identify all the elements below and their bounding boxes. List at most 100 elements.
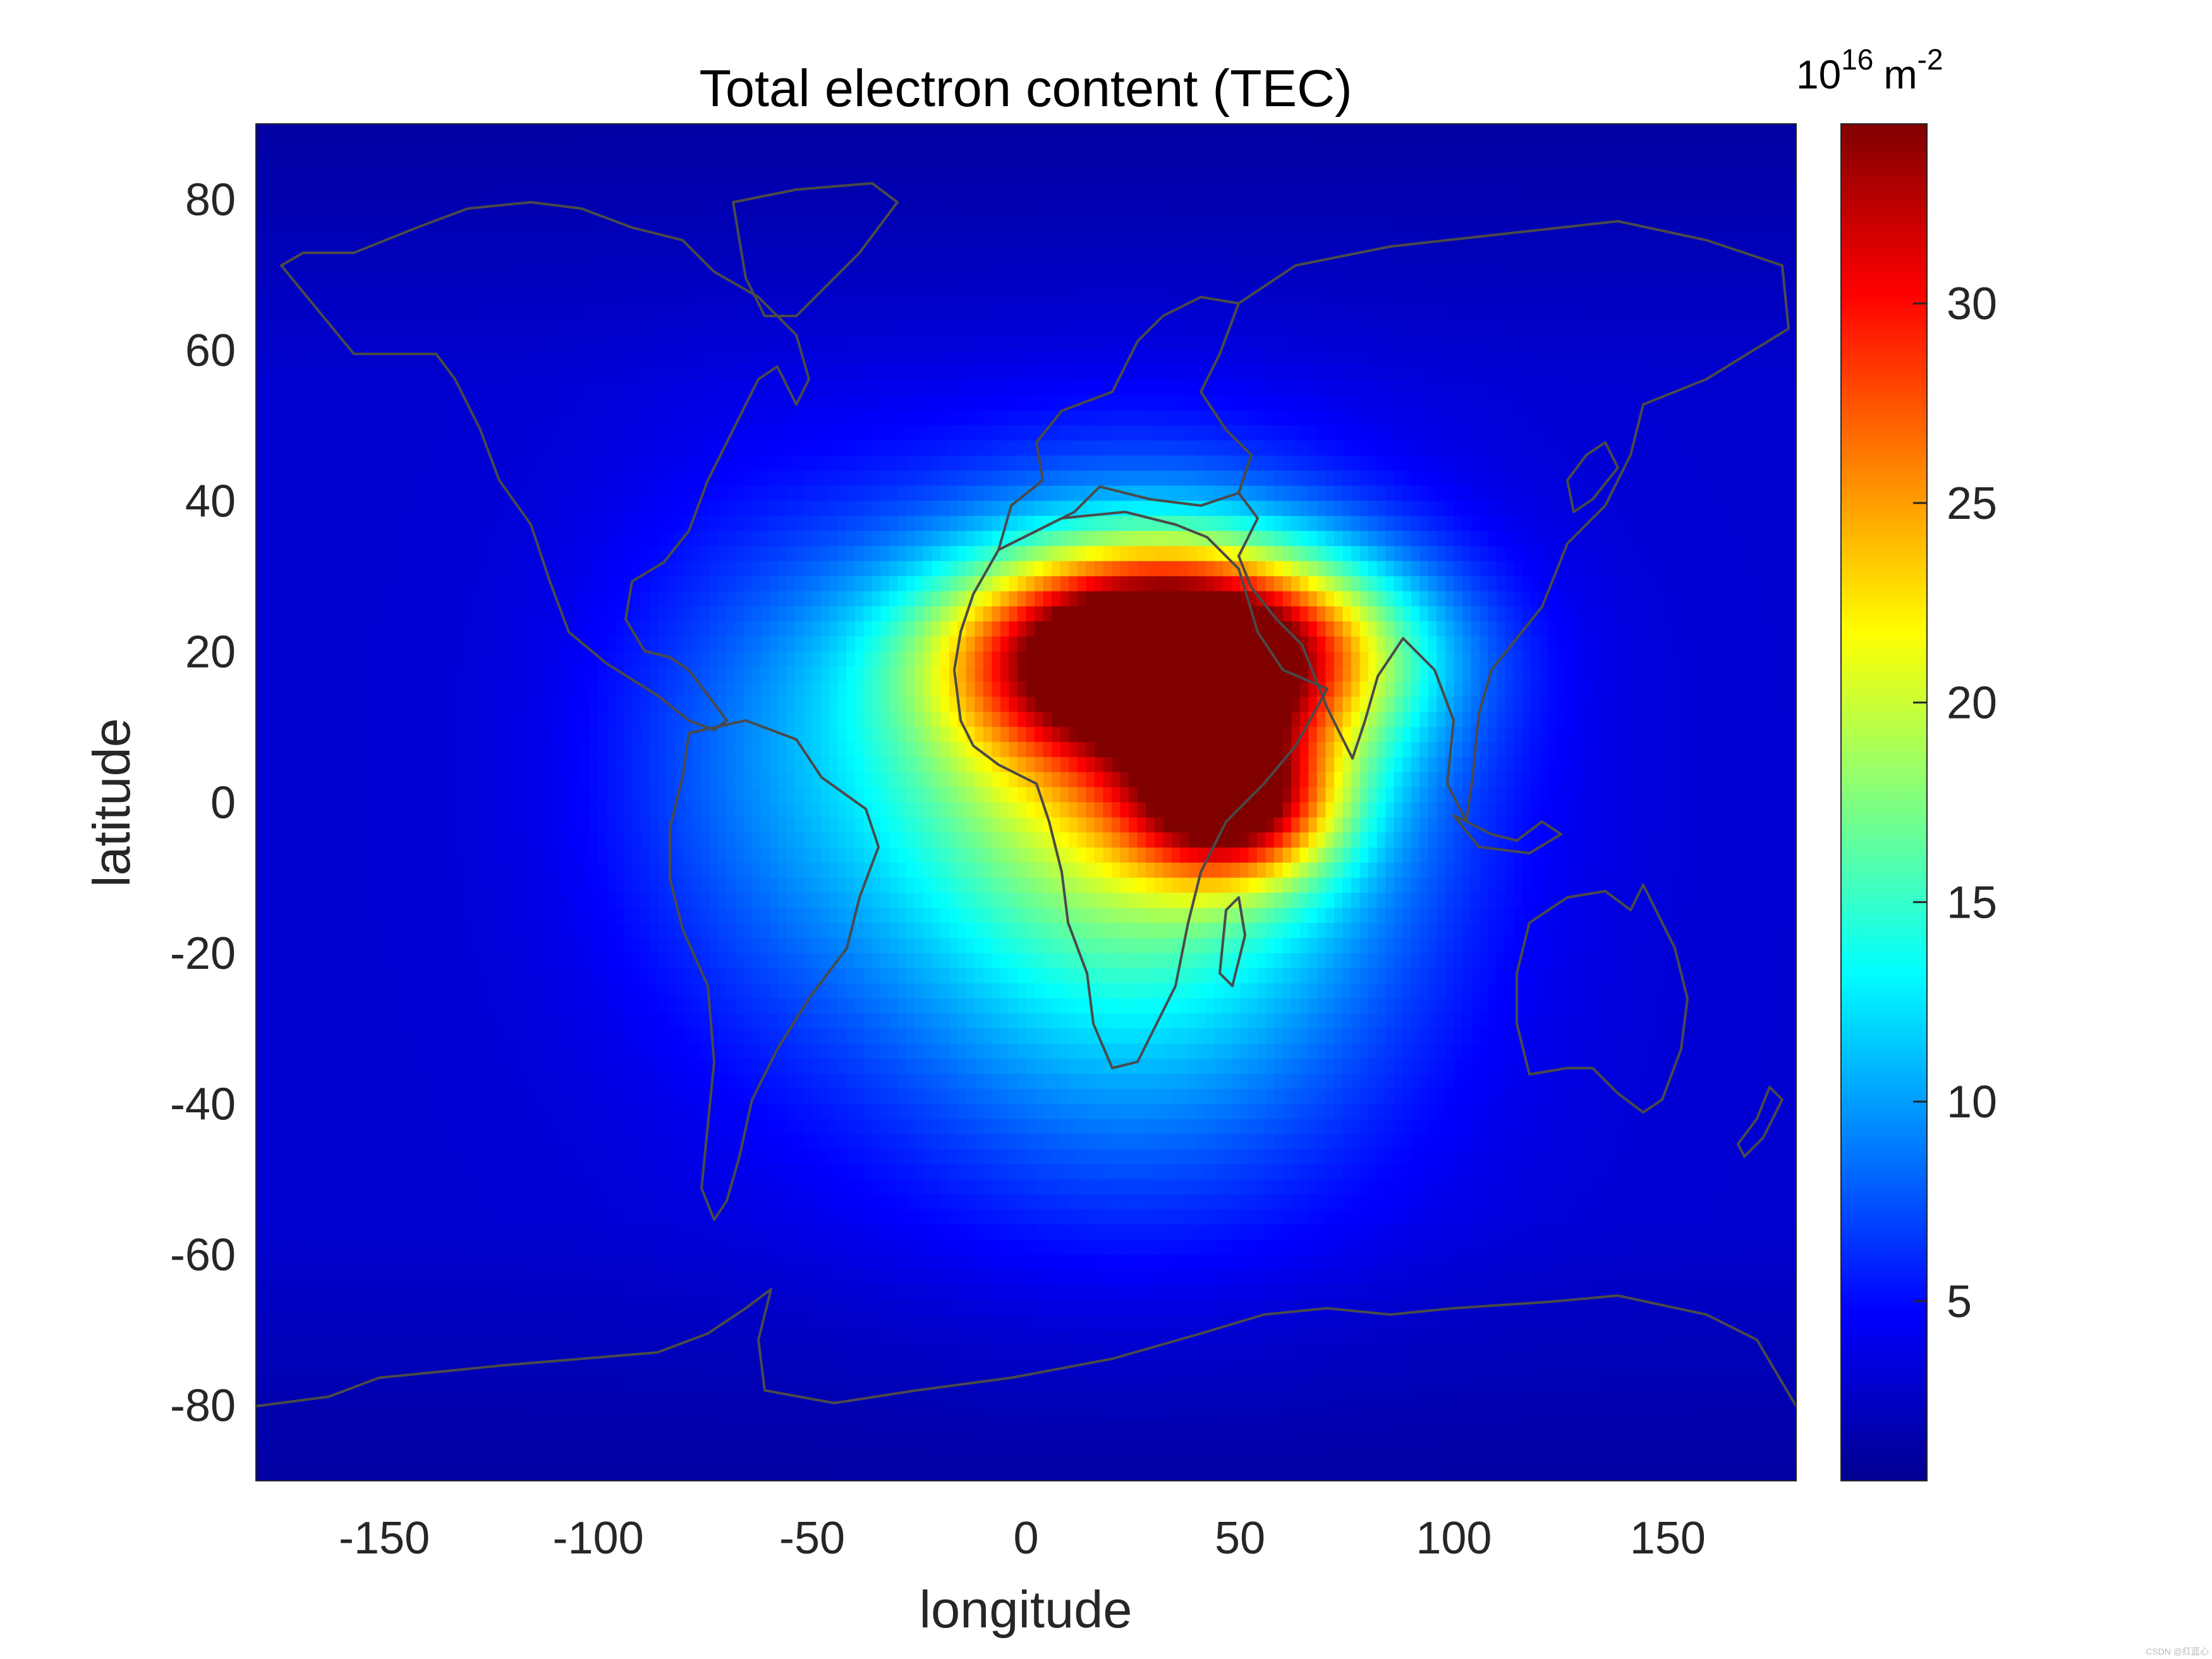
heatmap-cell bbox=[1299, 289, 1309, 306]
heatmap-cell bbox=[1608, 470, 1617, 487]
heatmap-cell bbox=[1052, 124, 1061, 140]
heatmap-cell bbox=[1770, 501, 1780, 517]
heatmap-cell bbox=[752, 501, 762, 517]
heatmap-cell bbox=[598, 199, 607, 215]
heatmap-cell bbox=[1385, 349, 1395, 366]
heatmap-cell bbox=[1257, 516, 1267, 532]
heatmap-cell bbox=[1667, 199, 1677, 215]
heatmap-cell bbox=[1018, 244, 1027, 260]
heatmap-cell bbox=[1454, 289, 1463, 306]
heatmap-cell bbox=[812, 410, 822, 426]
heatmap-cell bbox=[1736, 138, 1746, 155]
heatmap-cell bbox=[487, 169, 496, 185]
heatmap-cell bbox=[957, 138, 967, 155]
heatmap-cell bbox=[949, 531, 958, 547]
heatmap-cell bbox=[1599, 259, 1608, 276]
heatmap-cell bbox=[1556, 169, 1566, 185]
heatmap-cell bbox=[581, 289, 590, 306]
heatmap-cell bbox=[513, 199, 522, 215]
heatmap-cell bbox=[1685, 199, 1694, 215]
heatmap-cell bbox=[1787, 425, 1796, 441]
heatmap-cell bbox=[1052, 395, 1061, 411]
heatmap-cell bbox=[786, 516, 796, 532]
heatmap-cell bbox=[837, 169, 847, 185]
heatmap-cell bbox=[949, 349, 958, 366]
heatmap-cell bbox=[1103, 169, 1112, 185]
heatmap-cell bbox=[1719, 485, 1729, 502]
heatmap-cell bbox=[521, 259, 530, 276]
heatmap-cell bbox=[1146, 395, 1155, 411]
heatmap-cell bbox=[726, 365, 736, 381]
heatmap-cell bbox=[1052, 259, 1061, 276]
heatmap-cell bbox=[632, 380, 641, 396]
heatmap-cell bbox=[1308, 470, 1318, 487]
heatmap-cell bbox=[1291, 259, 1301, 276]
heatmap-cell bbox=[889, 531, 899, 547]
heatmap-cell bbox=[1608, 380, 1617, 396]
heatmap-cell bbox=[1368, 365, 1378, 381]
heatmap-cell bbox=[889, 516, 899, 532]
heatmap-cell bbox=[332, 229, 343, 245]
heatmap-cell bbox=[940, 349, 950, 366]
heatmap-cell bbox=[872, 259, 882, 276]
heatmap-cell bbox=[692, 124, 702, 140]
heatmap-cell bbox=[1282, 485, 1292, 502]
heatmap-cell bbox=[1086, 501, 1095, 517]
heatmap-cell bbox=[401, 335, 411, 351]
heatmap-cell bbox=[324, 154, 334, 170]
heatmap-cell bbox=[1385, 516, 1395, 532]
heatmap-cell bbox=[410, 305, 419, 320]
heatmap-cell bbox=[1197, 274, 1206, 291]
heatmap-cell bbox=[820, 455, 830, 471]
heatmap-cell bbox=[607, 244, 616, 260]
heatmap-cell bbox=[470, 214, 479, 230]
heatmap-cell bbox=[1625, 259, 1634, 276]
heatmap-cell bbox=[375, 531, 385, 547]
heatmap-cell bbox=[1342, 531, 1352, 547]
heatmap-cell bbox=[453, 154, 462, 170]
heatmap-cell bbox=[1197, 199, 1206, 215]
heatmap-cell bbox=[812, 274, 822, 291]
heatmap-cell bbox=[726, 169, 736, 185]
heatmap-cell bbox=[1531, 470, 1540, 487]
heatmap-cell bbox=[264, 154, 274, 170]
heatmap-cell bbox=[1248, 199, 1258, 215]
heatmap-cell bbox=[632, 485, 641, 502]
heatmap-cell bbox=[1685, 455, 1694, 471]
heatmap-cell bbox=[1505, 259, 1514, 276]
heatmap-cell bbox=[683, 485, 693, 502]
heatmap-cell bbox=[692, 289, 702, 306]
heatmap-cell bbox=[983, 259, 993, 276]
heatmap-cell bbox=[453, 380, 462, 396]
heatmap-cell bbox=[1582, 199, 1591, 215]
heatmap-cell bbox=[1471, 485, 1480, 502]
heatmap-cell bbox=[495, 501, 505, 517]
heatmap-cell bbox=[658, 124, 667, 140]
heatmap-cell bbox=[427, 199, 437, 215]
heatmap-cell bbox=[1274, 425, 1284, 441]
heatmap-cell bbox=[932, 124, 941, 140]
heatmap-cell bbox=[1137, 124, 1146, 140]
heatmap-cell bbox=[256, 425, 265, 441]
heatmap-cell bbox=[1787, 441, 1796, 456]
heatmap-cell bbox=[1291, 395, 1301, 411]
heatmap-cell bbox=[1205, 169, 1215, 185]
heatmap-cell bbox=[1437, 305, 1446, 320]
heatmap-cell bbox=[307, 124, 317, 140]
heatmap-cell bbox=[812, 259, 822, 276]
heatmap-cell bbox=[1026, 425, 1035, 441]
heatmap-cell bbox=[1582, 485, 1591, 502]
heatmap-cell bbox=[1222, 214, 1232, 230]
heatmap-cell bbox=[752, 274, 762, 291]
heatmap-cell bbox=[1599, 365, 1608, 381]
heatmap-cell bbox=[1060, 320, 1069, 336]
heatmap-cell bbox=[726, 184, 736, 200]
heatmap-cell bbox=[1402, 349, 1412, 366]
heatmap-cell bbox=[854, 169, 864, 185]
heatmap-cell bbox=[649, 501, 659, 517]
heatmap-cell bbox=[1650, 289, 1660, 306]
heatmap-cell bbox=[794, 274, 805, 291]
heatmap-cell bbox=[624, 455, 633, 471]
heatmap-cell bbox=[444, 305, 454, 320]
heatmap-cell bbox=[1650, 441, 1660, 456]
